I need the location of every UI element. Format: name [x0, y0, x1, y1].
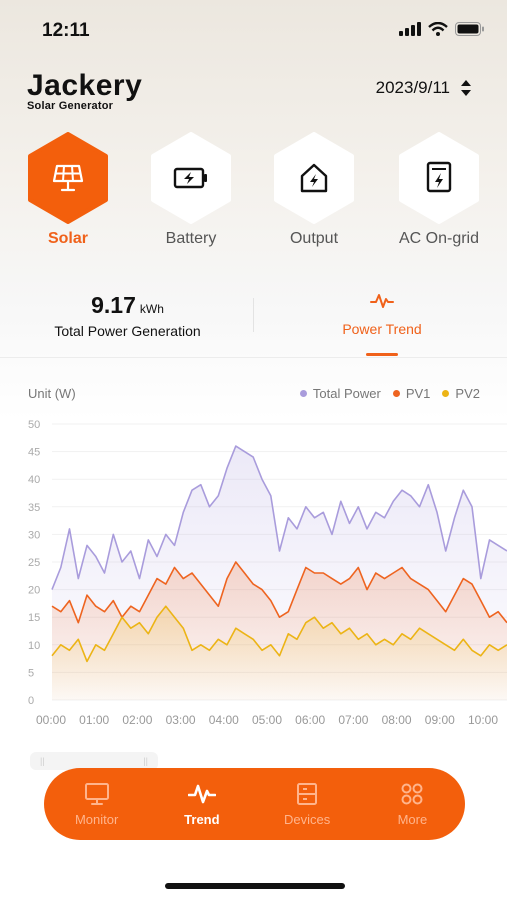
legend-label: Total Power [312, 386, 381, 401]
date-picker[interactable]: 2023/9/11 [376, 78, 472, 98]
total-value-number: 9.17 [91, 292, 136, 318]
total-generation-value: 9.17 kWh [45, 292, 210, 319]
battery-status-icon [455, 22, 484, 36]
brand-name: Jackery [27, 69, 143, 102]
grid-bolt-icon [426, 161, 452, 193]
bottom-nav: Monitor Trend Devices More [44, 768, 465, 840]
nav-label: Trend [184, 811, 220, 827]
category-label: Output [289, 230, 339, 247]
battery-icon [173, 167, 207, 189]
series-area-pv2 [52, 606, 507, 700]
y-tick-label: 15 [28, 612, 40, 624]
power-trend-chart[interactable]: 0 5 10 15 20 25 30 35 40 45 50 00:00 01:00 02:00 03:00… [0, 410, 507, 740]
y-tick-label: 20 [28, 585, 40, 597]
x-tick-label: 08:00 [382, 713, 412, 727]
legend-dot [392, 390, 400, 397]
legend-item-total-power[interactable]: Total Power [299, 386, 381, 401]
nav-label: Devices [284, 811, 331, 827]
status-icons [399, 22, 485, 36]
total-generation-label: Total Power Generation [54, 323, 201, 339]
legend-label: PV1 [405, 386, 431, 401]
category-label: Battery [165, 230, 217, 247]
date-value: 2023/9/11 [375, 78, 450, 97]
nav-item-monitor[interactable]: Monitor [52, 782, 142, 827]
monitor-icon [84, 782, 109, 805]
y-tick-label: 10 [28, 640, 40, 652]
x-tick-label: 03:00 [166, 713, 196, 727]
y-tick-label: 40 [28, 474, 40, 486]
nav-label: More [397, 811, 428, 827]
series-line-total-power [51, 445, 507, 590]
y-tick-label: 30 [28, 529, 40, 541]
x-tick-label: 02:00 [122, 713, 152, 727]
series-line-pv2 [51, 605, 507, 663]
chart-legend: Total Power PV1 PV2 [299, 386, 480, 401]
category-solar[interactable]: Solar [18, 132, 118, 248]
pulse-icon [187, 784, 216, 803]
more-grid-icon [401, 783, 423, 804]
tab-active-indicator [366, 353, 398, 356]
devices-icon [297, 782, 318, 805]
y-tick-label: 45 [28, 447, 40, 459]
x-tick-label: 10:00 [468, 713, 498, 727]
category-battery[interactable]: Battery [141, 132, 241, 248]
brand-subtitle: Solar Generator [27, 100, 114, 112]
category-output[interactable]: Output [264, 132, 364, 248]
divider [253, 298, 254, 332]
nav-item-more[interactable]: More [367, 782, 457, 827]
chart-unit-label: Unit (W) [28, 386, 76, 401]
total-value-unit: kWh [139, 302, 164, 316]
cellular-signal-icon [399, 22, 421, 36]
nav-item-devices[interactable]: Devices [262, 782, 352, 827]
wifi-icon [428, 22, 448, 36]
category-label: Solar [47, 230, 88, 247]
brand-logo: Jackery Solar Generator [27, 69, 143, 113]
series-line-pv1 [51, 561, 507, 624]
chart-range-slider[interactable]: || || [30, 752, 158, 770]
legend-dot [442, 390, 450, 397]
tab-power-trend-label: Power Trend [342, 321, 422, 337]
x-tick-label: 09:00 [425, 713, 455, 727]
y-tick-label: 50 [28, 419, 40, 431]
legend-item-pv2[interactable]: PV2 [442, 386, 480, 401]
house-bolt-icon [300, 163, 328, 193]
category-ac-on-grid[interactable]: AC On-grid [389, 132, 489, 248]
category-label: AC On-grid [398, 230, 480, 247]
status-time: 12:11 [42, 20, 90, 41]
legend-label: PV2 [455, 386, 480, 401]
y-tick-label: 0 [28, 695, 34, 707]
tab-power-trend[interactable]: Power Trend [330, 292, 434, 337]
y-tick-label: 35 [28, 502, 40, 514]
x-tick-label: 00:00 [36, 713, 66, 727]
y-tick-label: 5 [28, 667, 34, 679]
divider [0, 357, 507, 358]
x-tick-label: 05:00 [252, 713, 282, 727]
nav-item-trend[interactable]: Trend [157, 782, 247, 827]
legend-dot [299, 390, 307, 397]
x-tick-label: 01:00 [79, 713, 109, 727]
trend-pulse-icon [370, 294, 394, 308]
sort-arrows-icon [461, 80, 471, 96]
x-tick-label: 04:00 [209, 713, 239, 727]
x-tick-label: 06:00 [295, 713, 325, 727]
y-tick-label: 25 [28, 557, 40, 569]
solar-panel-icon [52, 164, 84, 192]
x-tick-label: 07:00 [338, 713, 368, 727]
nav-label: Monitor [74, 811, 119, 827]
legend-item-pv1[interactable]: PV1 [392, 386, 431, 401]
home-indicator [165, 883, 345, 889]
